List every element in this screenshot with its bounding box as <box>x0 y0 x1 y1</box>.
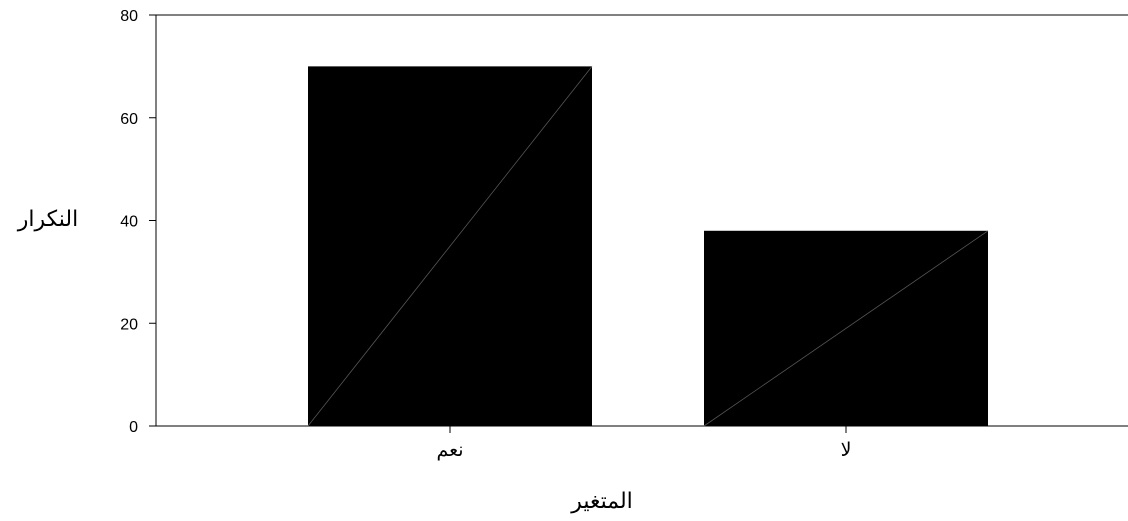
y-tick-label: 60 <box>120 111 138 128</box>
x-tick-label: نعم <box>436 439 463 461</box>
y-tick-label: 20 <box>120 316 138 333</box>
bar-diagonal <box>703 230 989 427</box>
y-tick-label: 0 <box>129 419 138 436</box>
x-axis-title: المتغير <box>570 489 633 514</box>
y-tick-label: 80 <box>120 8 138 25</box>
bar-diagonal <box>307 66 593 427</box>
x-tick-label: لا <box>841 439 852 461</box>
y-axis-title: النكرار <box>17 207 78 232</box>
y-tick-label: 40 <box>120 214 138 231</box>
plot-area: 0 20 40 60 80 نعم لا <box>120 8 1128 461</box>
